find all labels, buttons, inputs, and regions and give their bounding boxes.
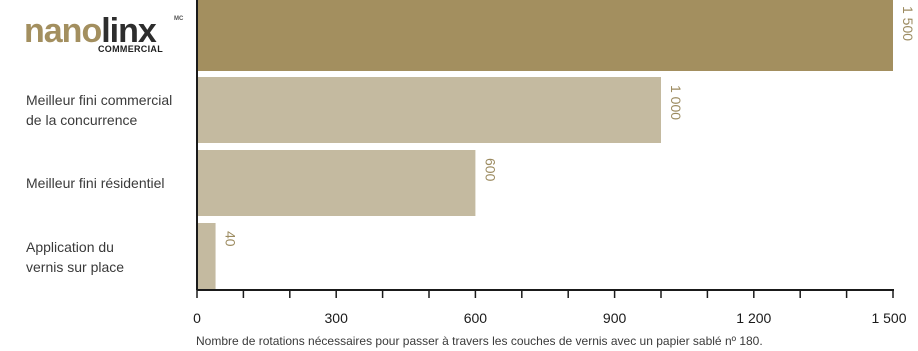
- category-label-line: Meilleur fini commercial: [26, 92, 173, 108]
- bar: [198, 223, 216, 289]
- category-label-onsite: Application du vernis sur place: [26, 237, 196, 277]
- bar: [198, 0, 893, 71]
- logo-subtitle: COMMERCIAL: [98, 44, 163, 54]
- bar: [198, 77, 661, 143]
- x-tick-label: 600: [464, 310, 488, 326]
- x-axis-label: Nombre de rotations nécessaires pour pas…: [196, 334, 763, 348]
- category-label-line: vernis sur place: [26, 259, 125, 275]
- logo-word-part1: nano: [24, 12, 102, 50]
- bar-value-label: 1 000: [668, 85, 684, 120]
- bar-value-label: 1 500: [900, 6, 916, 41]
- bar-value-label: 40: [223, 231, 239, 247]
- logo-trademark: MC: [174, 16, 184, 22]
- category-label-competitor: Meilleur fini commercial de la concurren…: [26, 90, 196, 130]
- category-label-line: Application du: [26, 239, 114, 255]
- category-label-line: Meilleur fini résidentiel: [26, 175, 165, 191]
- category-label-line: de la concurrence: [26, 112, 138, 128]
- x-tick-label: 1 200: [736, 310, 771, 326]
- bar-value-label: 600: [482, 158, 498, 182]
- bar: [198, 150, 476, 216]
- x-tick-label: 900: [603, 310, 627, 326]
- x-tick-label: 0: [193, 310, 201, 326]
- logo-word-part2: linx: [101, 12, 157, 50]
- x-tick-label: 1 500: [871, 310, 906, 326]
- nanolinx-logo: nanolinx MC COMMERCIAL: [24, 14, 194, 54]
- category-label-residential: Meilleur fini résidentiel: [26, 173, 196, 193]
- logo-wordmark: nanolinx: [24, 12, 157, 50]
- x-tick-label: 300: [325, 310, 349, 326]
